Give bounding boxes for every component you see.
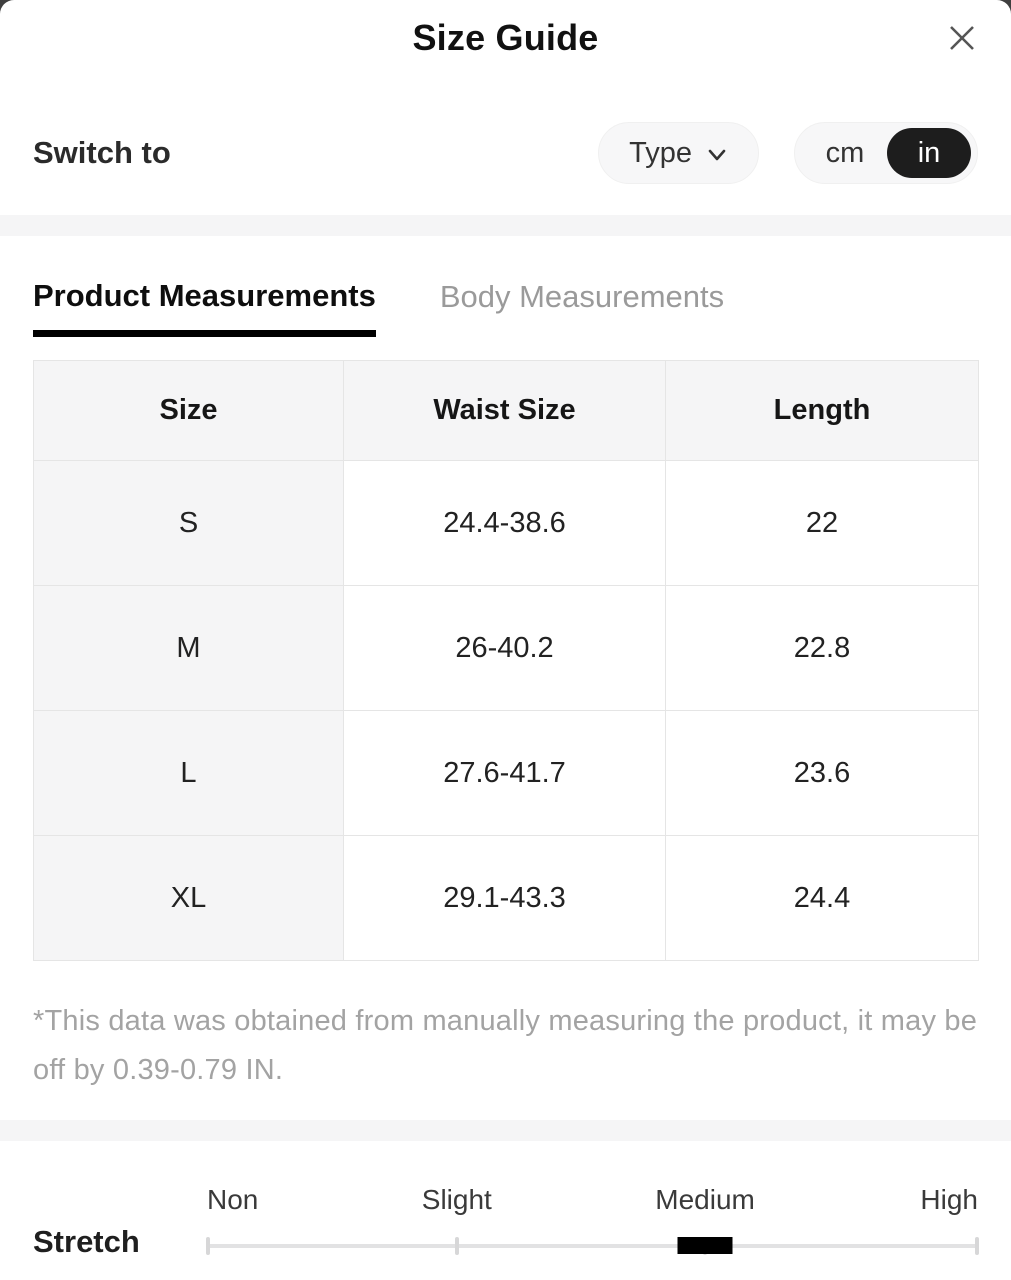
stretch-slider: Non Slight Medium High [206,1184,979,1262]
stretch-section: Stretch Non Slight Medium High [0,1184,1011,1262]
switch-controls: Type cm in [598,122,978,184]
type-dropdown-label: Type [629,136,692,169]
stretch-track-area [206,1230,979,1262]
tab-body-measurements[interactable]: Body Measurements [439,279,725,314]
stretch-option-high: High [920,1184,978,1215]
cell-length: 24.4 [665,835,979,961]
stretch-level-marker [677,1237,733,1254]
size-table: Size Waist Size Length S 24.4-38.6 22 M … [33,360,979,961]
cell-size: XL [33,835,344,961]
cell-size: S [33,460,344,586]
close-button[interactable] [939,16,985,62]
unit-option-cm[interactable]: cm [825,136,865,169]
measurement-disclaimer: *This data was obtained from manually me… [33,1005,978,1086]
cell-size: M [33,585,344,711]
table-row: XL 29.1-43.3 24.4 [33,835,979,961]
switch-to-row: Switch to Type cm in [0,122,1011,184]
cell-waist: 24.4-38.6 [343,460,666,586]
table-row: S 24.4-38.6 22 [33,460,979,586]
switch-to-label: Switch to [33,135,171,170]
type-dropdown[interactable]: Type [598,122,759,184]
close-icon [943,19,981,60]
measurement-tabs: Product Measurements Body Measurements [0,278,1011,337]
slider-tick [206,1237,210,1255]
slider-track [207,1244,978,1248]
cell-size: L [33,710,344,836]
cell-waist: 27.6-41.7 [343,710,666,836]
slider-tick [975,1237,979,1255]
stretch-option-medium: Medium [655,1184,755,1215]
cell-waist: 26-40.2 [343,585,666,711]
table-row: L 27.6-41.7 23.6 [33,710,979,836]
unit-option-in[interactable]: in [887,128,971,178]
cell-waist: 29.1-43.3 [343,835,666,961]
stretch-option-slight: Slight [421,1184,492,1215]
stretch-label: Stretch [33,1224,140,1259]
modal-header: Size Guide [0,0,1011,76]
cell-length: 22.8 [665,585,979,711]
page-title: Size Guide [412,17,599,58]
tab-product-measurements[interactable]: Product Measurements [33,278,376,337]
stretch-scale-labels: Non Slight Medium High [207,1184,978,1216]
unit-toggle[interactable]: cm in [794,122,978,184]
cell-length: 22 [665,460,979,586]
stretch-option-non: Non [207,1184,259,1215]
table-header-waist: Waist Size [343,360,666,461]
slider-tick [454,1237,459,1255]
cell-length: 23.6 [665,710,979,836]
table-header-size: Size [33,360,344,461]
table-row: M 26-40.2 22.8 [33,585,979,711]
chevron-down-icon [704,139,730,168]
table-header-length: Length [665,360,979,461]
section-divider [0,215,1011,236]
table-header-row: Size Waist Size Length [33,360,979,461]
section-divider [0,1120,1011,1141]
